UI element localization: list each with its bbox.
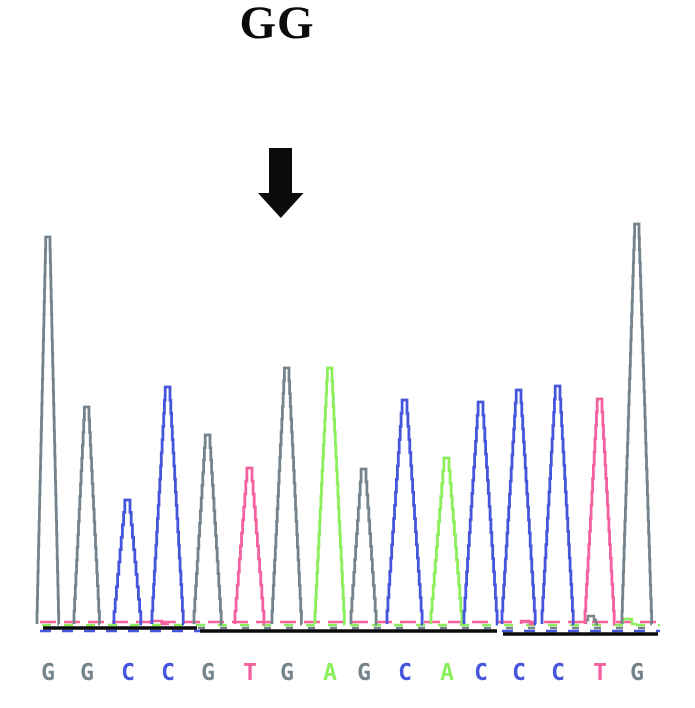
trace-peak-12-C xyxy=(462,400,499,626)
trace-peak-13-C xyxy=(500,388,537,626)
trace-peak-11-A xyxy=(429,456,464,626)
trace-peak-9-G xyxy=(349,467,378,626)
trace-peak-10-C xyxy=(385,398,424,626)
trace-peak-3-C xyxy=(112,498,143,626)
noise-bump-T xyxy=(519,619,535,626)
trace-peak-8-A xyxy=(313,366,346,626)
trace-peak-16-G xyxy=(620,222,653,626)
trace-peak-6-T xyxy=(233,466,266,626)
trace-peak-4-C xyxy=(150,385,185,626)
genotype-label: GG xyxy=(239,0,315,49)
trace-peak-1-G xyxy=(35,235,61,626)
trace-peak-7-G xyxy=(270,366,303,626)
noise-bump-G xyxy=(584,614,598,626)
trace-peak-14-C xyxy=(540,384,575,626)
trace-peak-15-T xyxy=(583,397,616,626)
trace-peak-2-G xyxy=(72,405,101,626)
trace-peak-5-G xyxy=(192,433,223,626)
down-arrow-icon xyxy=(258,148,304,218)
